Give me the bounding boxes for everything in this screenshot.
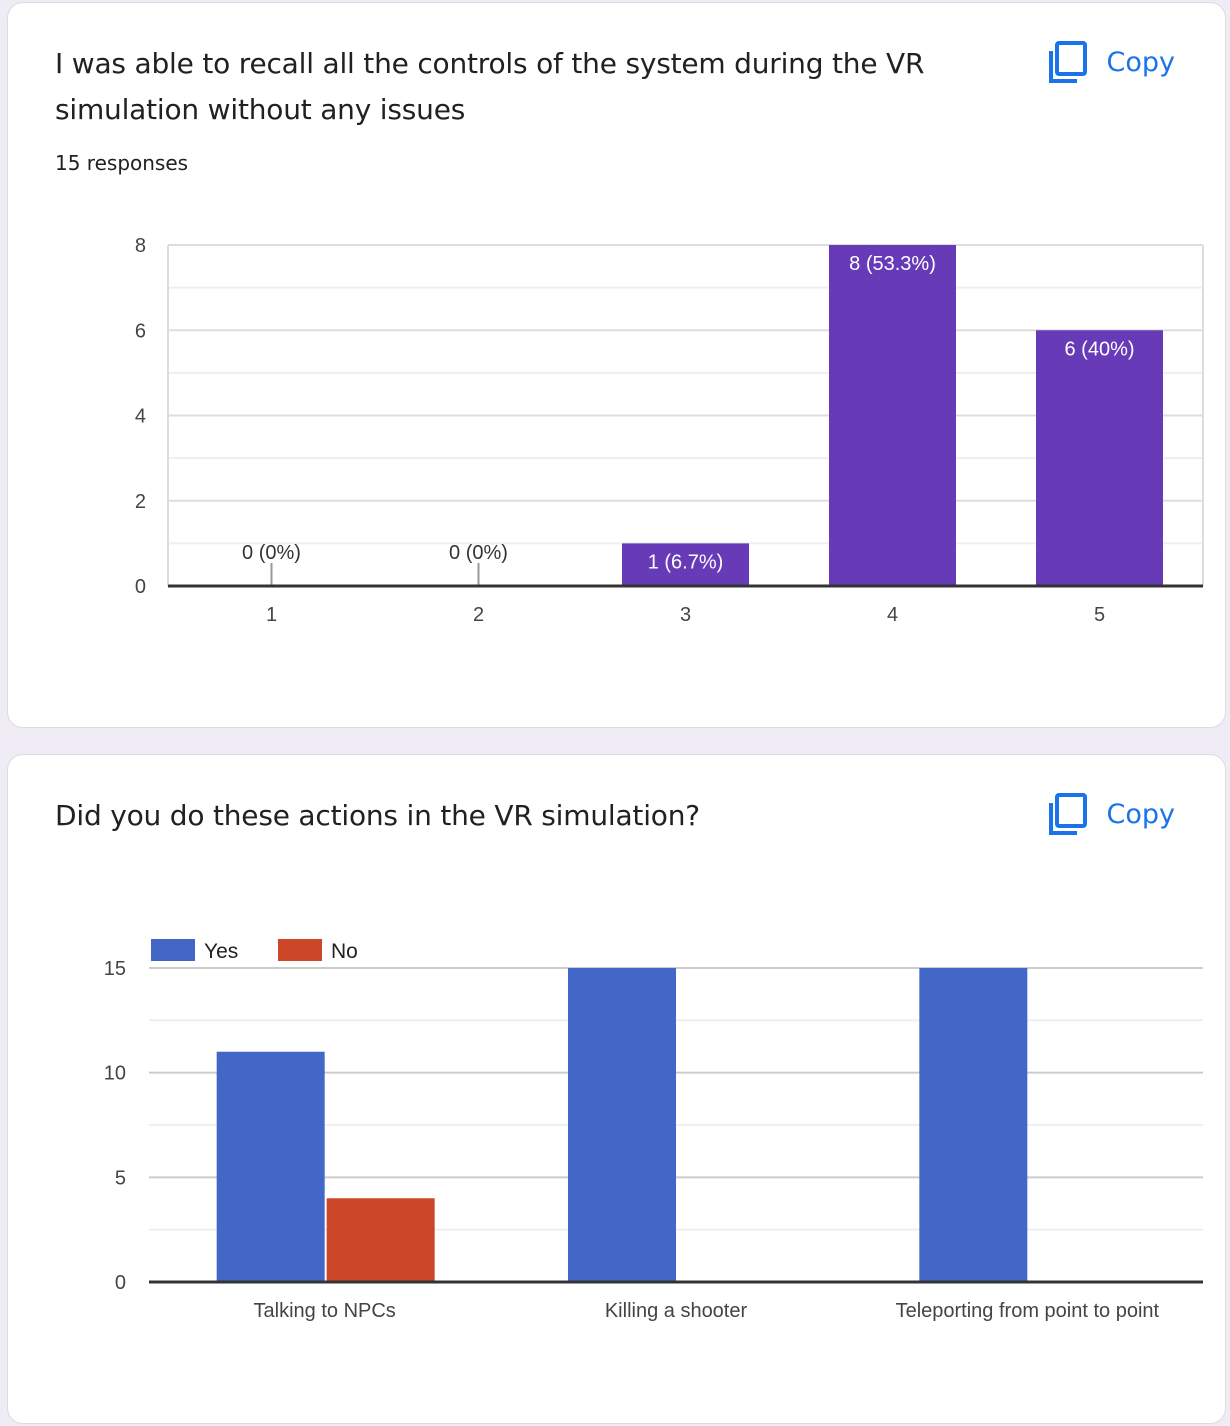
y-tick-label: 5	[115, 1167, 126, 1189]
x-tick-label: 4	[887, 604, 898, 626]
response-count: 15 responses	[55, 151, 189, 175]
bar-chart-recall-controls: 0 2 4 6 8 0 (0%) 1 0 (0%) 2 1 (6.7%) 3 8 (53.3%) 4 6 …	[135, 235, 1204, 626]
y-tick-label: 15	[104, 958, 126, 980]
x-tick-label: Teleporting from point to point	[896, 1300, 1160, 1322]
y-tick-label: 2	[135, 491, 146, 513]
copy-label: Copy	[1106, 798, 1176, 830]
question-card-actions: Did you do these actions in the VR simul…	[7, 754, 1226, 1424]
data-label: 0 (0%)	[449, 542, 508, 564]
copy-label: Copy	[1106, 46, 1176, 78]
question-card-recall-controls: I was able to recall all the controls of…	[7, 2, 1226, 728]
bar-no	[326, 1198, 435, 1282]
x-tick-label: 1	[266, 604, 277, 626]
copy-icon	[1048, 793, 1087, 835]
copy-icon	[1048, 41, 1087, 83]
data-label: 8 (53.3%)	[849, 253, 936, 275]
y-tick-label: 8	[135, 235, 146, 257]
x-tick-label: 5	[1094, 604, 1105, 626]
grouped-bar-chart-actions: 0 5 10 15 Talking to NPCs Killing a shooter Te…	[104, 939, 1203, 1322]
bar-yes	[216, 1051, 325, 1282]
legend-swatch-yes	[151, 939, 195, 961]
data-label: 1 (6.7%)	[648, 551, 724, 573]
bar-yes	[919, 968, 1028, 1282]
x-tick-label: 3	[680, 604, 691, 626]
legend-label: Yes	[204, 940, 238, 963]
copy-chart-button[interactable]: Copy	[1047, 789, 1176, 839]
data-label: 0 (0%)	[242, 542, 301, 564]
y-tick-label: 0	[115, 1272, 126, 1294]
copy-chart-button[interactable]: Copy	[1047, 37, 1176, 87]
y-tick-label: 0	[135, 576, 146, 598]
legend-label: No	[331, 940, 358, 963]
bar-5	[1036, 330, 1163, 586]
y-tick-label: 10	[104, 1063, 126, 1085]
question-title: Did you do these actions in the VR simul…	[55, 799, 700, 832]
x-tick-label: Killing a shooter	[605, 1300, 748, 1322]
question-title: I was able to recall all the controls of…	[55, 47, 925, 126]
y-tick-label: 4	[135, 406, 146, 428]
data-label: 6 (40%)	[1064, 338, 1134, 360]
legend-swatch-no	[278, 939, 322, 961]
bar-4	[829, 245, 956, 586]
y-tick-label: 6	[135, 320, 146, 342]
x-tick-label: Talking to NPCs	[254, 1300, 396, 1322]
bar-yes	[568, 968, 676, 1282]
x-tick-label: 2	[473, 604, 484, 626]
bar-3	[622, 543, 749, 586]
